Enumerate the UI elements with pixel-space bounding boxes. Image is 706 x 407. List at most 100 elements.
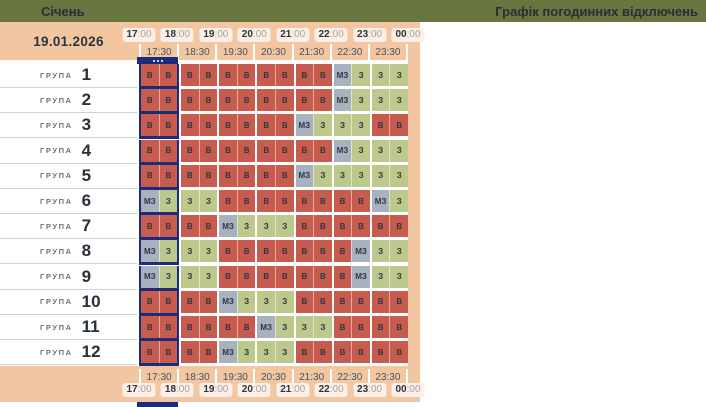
- schedule-row: ГРУПА 9 МЗ З З З В В В В В В В МЗ З З: [0, 265, 420, 290]
- schedule-cell: З: [236, 341, 256, 364]
- schedule-cell: В: [181, 139, 199, 162]
- row-cells: МЗ З З З В В В В В В В В МЗ З: [139, 190, 408, 212]
- schedule-cell: В: [351, 190, 370, 212]
- schedule-cell: В: [236, 265, 256, 288]
- schedule-cell: В: [313, 265, 332, 288]
- group-word: ГРУПА: [40, 322, 73, 332]
- schedule-cell: В: [219, 114, 237, 137]
- schedule-cell: В: [141, 114, 159, 137]
- hour-pill: 21:00: [276, 28, 310, 42]
- hour-group: МЗ З: [219, 215, 256, 238]
- schedule-cell: В: [295, 190, 314, 212]
- schedule-cell: З: [198, 265, 218, 288]
- schedule-cell: В: [313, 89, 332, 112]
- schedule-cell: В: [351, 341, 370, 364]
- hour-pill: 00:00: [391, 28, 425, 42]
- schedule-cell: В: [158, 290, 178, 313]
- group-word: ГРУПА: [40, 70, 73, 80]
- schedule-cell: МЗ: [219, 290, 237, 313]
- schedule-cell: В: [313, 190, 332, 212]
- hour-group: МЗ З: [295, 114, 332, 137]
- schedule-cell: В: [333, 190, 352, 212]
- current-hour-marker[interactable]: [137, 57, 178, 64]
- schedule-cell: В: [158, 64, 178, 86]
- group-label: ГРУПА 4: [0, 139, 137, 162]
- schedule-cell: В: [333, 316, 352, 338]
- schedule-cell: МЗ: [295, 114, 314, 137]
- hour-pill: 00:00: [391, 383, 425, 397]
- schedule-cell: З: [313, 164, 332, 187]
- hour-pill: 23:00: [353, 28, 387, 42]
- schedule-cell: МЗ: [333, 89, 352, 112]
- hour-pill: 19:00: [199, 28, 233, 42]
- hour-group: МЗ З: [333, 64, 370, 86]
- group-label: ГРУПА 11: [0, 316, 137, 338]
- schedule-cell: В: [141, 89, 159, 112]
- schedule-cell: З: [275, 215, 294, 238]
- schedule-cell: В: [141, 164, 159, 187]
- schedule-cell: В: [333, 341, 352, 364]
- half-hour-labels-bottom: 17:30 18:30 19:30 20:30 21:30 22:30 23:30: [139, 369, 408, 385]
- schedule-cell: В: [219, 265, 237, 288]
- row-cells: МЗ З З З В В В В В В В МЗ З З: [139, 265, 408, 288]
- group-label: ГРУПА 2: [0, 89, 137, 112]
- group-label: ГРУПА 7: [0, 215, 137, 238]
- schedule-cell: З: [351, 114, 370, 137]
- app-header: Січень Графік погодинних відключень: [0, 0, 706, 22]
- half-hour-label: 18:30: [177, 44, 215, 60]
- schedule-cell: З: [351, 164, 370, 187]
- hour-pill: 19:00: [199, 383, 233, 397]
- group-word: ГРУПА: [40, 221, 73, 231]
- half-hour-label: 21:30: [291, 369, 330, 385]
- schedule-cell: В: [313, 290, 332, 313]
- schedule-cell: З: [371, 240, 390, 263]
- schedule-cell: В: [181, 64, 199, 86]
- schedule-cell: В: [371, 114, 390, 137]
- schedule-cell: З: [389, 164, 408, 187]
- schedule-cell: В: [141, 341, 159, 364]
- schedule-cell: З: [371, 139, 390, 162]
- schedule-row: ГРУПА 6 МЗ З З З В В В В В В В В МЗ З: [0, 190, 420, 214]
- schedule-cell: З: [371, 164, 390, 187]
- group-word: ГРУПА: [40, 246, 73, 256]
- half-hour-label: 17:30: [139, 369, 177, 385]
- schedule-cell: З: [389, 89, 408, 112]
- schedule-cell: МЗ: [141, 190, 159, 212]
- schedule-grid: ГРУПА 1 В В В В В В В В В В МЗ З З З ГРУПА 2 В В В В В В В В В В МЗ З…: [0, 22, 420, 402]
- half-hour-label: 23:30: [367, 44, 406, 60]
- schedule-cell: В: [236, 164, 256, 187]
- schedule-cell: МЗ: [141, 265, 159, 288]
- schedule-cell: В: [275, 139, 294, 162]
- half-hour-label: 22:30: [329, 369, 368, 385]
- schedule-cell: З: [371, 89, 390, 112]
- group-label: ГРУПА 5: [0, 164, 137, 187]
- schedule-cell: З: [333, 164, 352, 187]
